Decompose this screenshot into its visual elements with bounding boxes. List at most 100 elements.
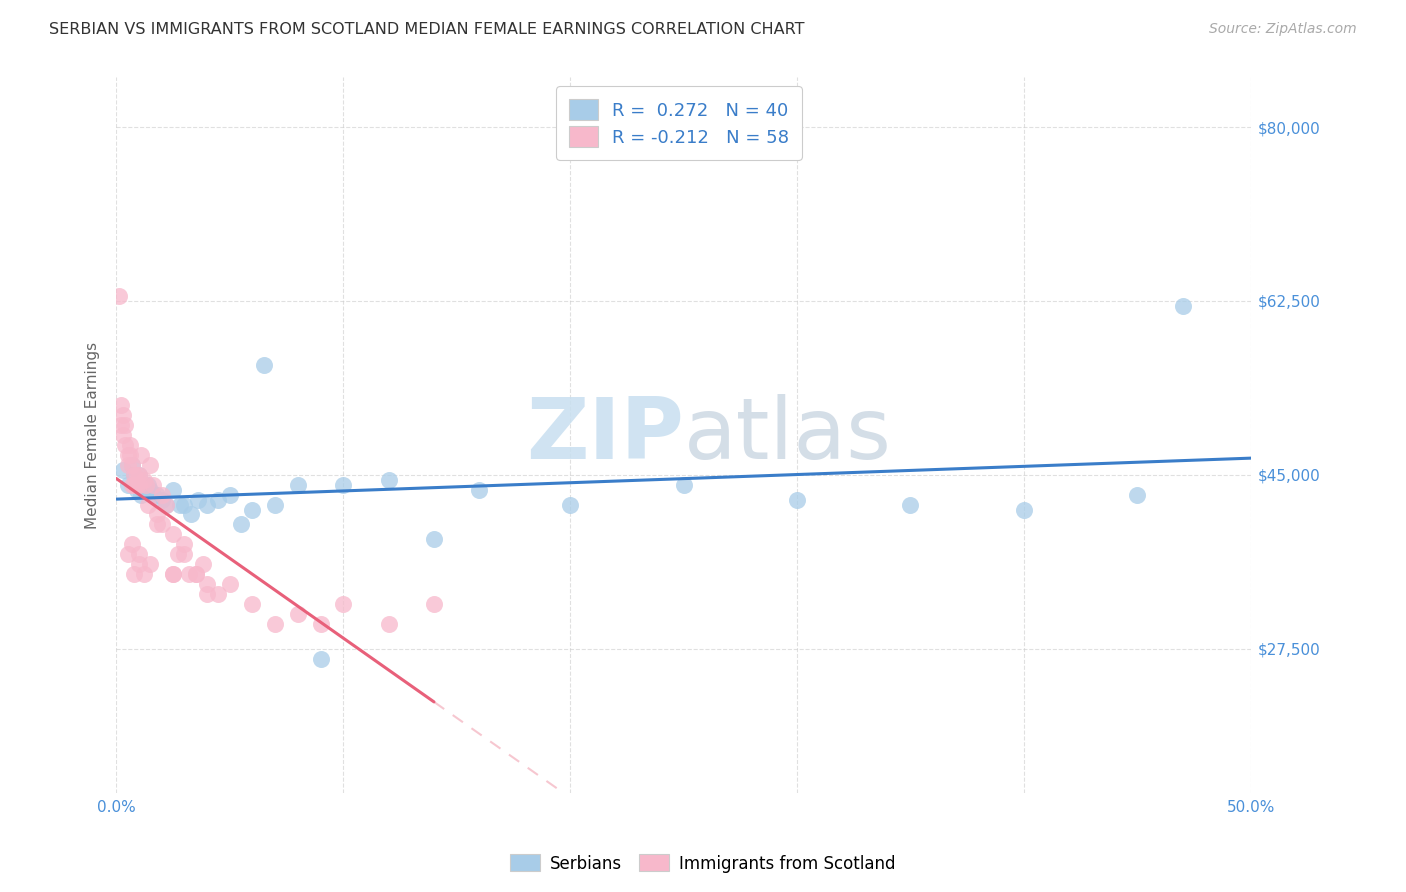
Point — [110, 418, 132, 433]
Point — [173, 537, 195, 551]
Point — [184, 567, 207, 582]
Point — [253, 359, 276, 373]
Point — [114, 418, 136, 433]
Point — [180, 508, 202, 522]
Point — [162, 567, 184, 582]
Point — [146, 517, 169, 532]
Point — [139, 483, 162, 497]
Point — [114, 438, 136, 452]
Point — [128, 547, 150, 561]
Point — [169, 498, 191, 512]
Point — [332, 597, 354, 611]
Point — [132, 473, 155, 487]
Point — [229, 517, 252, 532]
Point — [135, 483, 157, 497]
Point — [124, 467, 146, 482]
Point — [173, 547, 195, 561]
Point — [287, 477, 309, 491]
Point — [423, 597, 446, 611]
Point — [146, 488, 169, 502]
Point — [309, 616, 332, 631]
Text: atlas: atlas — [683, 393, 891, 476]
Point — [900, 498, 922, 512]
Text: SERBIAN VS IMMIGRANTS FROM SCOTLAND MEDIAN FEMALE EARNINGS CORRELATION CHART: SERBIAN VS IMMIGRANTS FROM SCOTLAND MEDI… — [49, 22, 804, 37]
Point — [264, 616, 287, 631]
Point — [121, 477, 143, 491]
Point — [118, 448, 141, 462]
Point — [468, 483, 491, 497]
Point — [162, 483, 184, 497]
Point — [195, 587, 218, 601]
Point — [207, 587, 229, 601]
Point — [128, 557, 150, 571]
Text: ZIP: ZIP — [526, 393, 683, 476]
Point — [162, 527, 184, 541]
Point — [132, 567, 155, 582]
Point — [110, 398, 132, 412]
Point — [117, 477, 139, 491]
Point — [558, 498, 581, 512]
Point — [155, 498, 177, 512]
Point — [177, 567, 200, 582]
Point — [121, 458, 143, 472]
Legend: R =  0.272   N = 40, R = -0.212   N = 58: R = 0.272 N = 40, R = -0.212 N = 58 — [557, 87, 801, 160]
Y-axis label: Median Female Earnings: Median Female Earnings — [86, 342, 100, 529]
Legend: Serbians, Immigrants from Scotland: Serbians, Immigrants from Scotland — [503, 847, 903, 880]
Point — [128, 467, 150, 482]
Point — [139, 557, 162, 571]
Point — [150, 517, 173, 532]
Point — [162, 567, 184, 582]
Point — [195, 498, 218, 512]
Point — [191, 557, 214, 571]
Point — [184, 567, 207, 582]
Point — [423, 533, 446, 547]
Point — [242, 502, 264, 516]
Point — [166, 547, 188, 561]
Point — [242, 597, 264, 611]
Point — [121, 458, 143, 472]
Point — [786, 492, 808, 507]
Point — [377, 473, 399, 487]
Point — [136, 498, 159, 512]
Point — [150, 492, 173, 507]
Point — [218, 577, 240, 591]
Point — [112, 408, 135, 422]
Point — [264, 498, 287, 512]
Point — [124, 567, 146, 582]
Point — [124, 467, 146, 482]
Point — [142, 477, 165, 491]
Point — [332, 477, 354, 491]
Point — [125, 467, 148, 482]
Point — [139, 458, 162, 472]
Point — [132, 477, 155, 491]
Point — [128, 467, 150, 482]
Point — [107, 289, 129, 303]
Point — [309, 651, 332, 665]
Point — [117, 458, 139, 472]
Point — [195, 577, 218, 591]
Point — [218, 488, 240, 502]
Point — [136, 477, 159, 491]
Point — [142, 488, 165, 502]
Point — [129, 488, 152, 502]
Point — [118, 438, 141, 452]
Point — [125, 483, 148, 497]
Point — [112, 463, 135, 477]
Point — [112, 428, 135, 442]
Point — [287, 607, 309, 621]
Point — [117, 448, 139, 462]
Point — [377, 616, 399, 631]
Point — [173, 498, 195, 512]
Point — [1126, 488, 1149, 502]
Point — [128, 477, 150, 491]
Point — [1171, 299, 1194, 313]
Text: Source: ZipAtlas.com: Source: ZipAtlas.com — [1209, 22, 1357, 37]
Point — [150, 488, 173, 502]
Point — [124, 477, 146, 491]
Point — [187, 492, 209, 507]
Point — [672, 477, 695, 491]
Point — [117, 547, 139, 561]
Point — [146, 508, 169, 522]
Point — [155, 498, 177, 512]
Point — [207, 492, 229, 507]
